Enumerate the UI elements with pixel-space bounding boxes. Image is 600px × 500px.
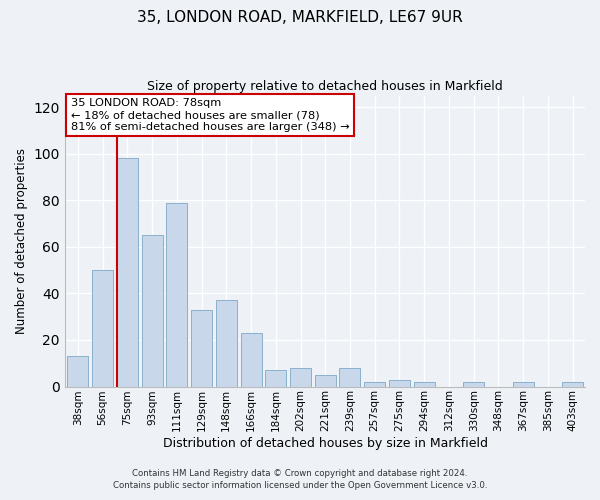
Text: Contains HM Land Registry data © Crown copyright and database right 2024.
Contai: Contains HM Land Registry data © Crown c… bbox=[113, 468, 487, 490]
Bar bbox=[241, 333, 262, 386]
Bar bbox=[92, 270, 113, 386]
Bar bbox=[340, 368, 361, 386]
Bar bbox=[562, 382, 583, 386]
X-axis label: Distribution of detached houses by size in Markfield: Distribution of detached houses by size … bbox=[163, 437, 488, 450]
Bar bbox=[413, 382, 435, 386]
Bar bbox=[142, 235, 163, 386]
Bar bbox=[67, 356, 88, 386]
Bar bbox=[191, 310, 212, 386]
Text: 35 LONDON ROAD: 78sqm
← 18% of detached houses are smaller (78)
81% of semi-deta: 35 LONDON ROAD: 78sqm ← 18% of detached … bbox=[71, 98, 349, 132]
Y-axis label: Number of detached properties: Number of detached properties bbox=[15, 148, 28, 334]
Text: 35, LONDON ROAD, MARKFIELD, LE67 9UR: 35, LONDON ROAD, MARKFIELD, LE67 9UR bbox=[137, 10, 463, 25]
Bar bbox=[166, 202, 187, 386]
Bar bbox=[265, 370, 286, 386]
Bar bbox=[463, 382, 484, 386]
Bar bbox=[389, 380, 410, 386]
Title: Size of property relative to detached houses in Markfield: Size of property relative to detached ho… bbox=[148, 80, 503, 93]
Bar bbox=[512, 382, 533, 386]
Bar bbox=[216, 300, 237, 386]
Bar bbox=[315, 375, 336, 386]
Bar bbox=[290, 368, 311, 386]
Bar bbox=[364, 382, 385, 386]
Bar bbox=[117, 158, 138, 386]
